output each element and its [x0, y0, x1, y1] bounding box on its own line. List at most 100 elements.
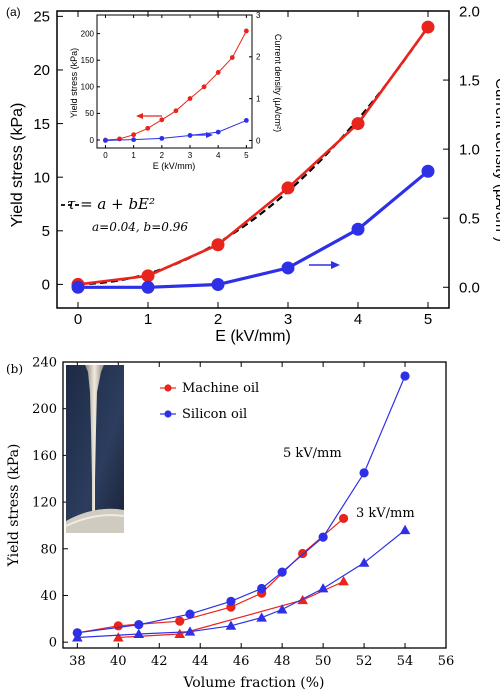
data-point: [351, 222, 365, 236]
legend-marker-machine-oil: [164, 384, 172, 392]
y-tick-label: 1.0: [459, 141, 480, 158]
data-point: [281, 181, 295, 195]
panel-a-y-axis: 0 5 10 15 20 25: [33, 9, 63, 294]
panel-b: (b) 38 40 42 44 46 48 50 52 54 56 0 40 80 120 160 200 2…: [6, 356, 454, 691]
data-point: [338, 513, 349, 524]
inset-y-right-axis-label: Current density (µA/cm²): [273, 34, 283, 132]
data-point: [298, 548, 308, 559]
panel-b-legend: Machine oil Silicon oil: [160, 381, 259, 422]
inset-y-axis-label: Yield stress (kPa): [69, 48, 79, 118]
data-point: [400, 371, 410, 381]
inset-series: [103, 28, 249, 143]
legend-label-silicon-oil: Silicon oil: [182, 407, 247, 422]
data-point: [113, 621, 123, 631]
data-point: [317, 583, 329, 593]
x-tick-label: 52: [356, 654, 373, 669]
y-tick-label: 0.5: [459, 210, 480, 227]
data-point: [277, 567, 287, 577]
y-tick-label: 150: [81, 56, 95, 65]
panel-b-y-axis: 0 40 80 120 160 200 240: [32, 356, 68, 651]
y-tick-label: 100: [81, 83, 95, 92]
y-tick-label: 15: [33, 116, 50, 133]
inset-data-point: [131, 132, 137, 138]
data-point: [174, 628, 186, 638]
data-point: [134, 620, 144, 630]
y-tick-label: 20: [33, 62, 50, 79]
data-point: [71, 280, 85, 294]
inset-data-point: [215, 70, 221, 75]
data-point: [225, 620, 237, 630]
inset-y-right-axis: 0 1 2 3: [249, 11, 261, 145]
inset-data-point: [243, 117, 249, 123]
x-tick-label: 48: [274, 654, 291, 669]
panel-a-y-right-axis: 0.0 0.5 1.0 1.5 2.0: [443, 3, 480, 297]
legend-label-machine-oil: Machine oil: [182, 381, 259, 396]
legend-marker-silicon-oil: [164, 410, 172, 418]
x-tick-label: 1: [131, 151, 136, 160]
inset-data-point: [201, 84, 207, 90]
y-tick-label: 200: [32, 402, 57, 417]
panel-a-inset: 0 1 2 3 4 5 0 50 100 150 200 0 1 2 3 E (kV/mm) Yield…: [69, 11, 283, 171]
inset-frame: [96, 14, 253, 149]
panel-b-label: (b): [6, 362, 23, 376]
x-tick-label: 40: [110, 654, 127, 669]
x-tick-label: 4: [216, 151, 221, 160]
x-tick-label: 46: [233, 654, 250, 669]
y-tick-label: 40: [40, 589, 57, 604]
data-point: [276, 604, 288, 614]
inset-data-point: [159, 135, 165, 141]
panel-a-x-axis-label: E (kV/mm): [215, 328, 291, 345]
y-tick-label: 50: [85, 109, 94, 118]
data-point: [226, 596, 236, 606]
y-tick-label: 25: [33, 9, 50, 26]
panel-b-x-axis-label: Volume fraction (%): [182, 675, 324, 691]
data-point: [175, 616, 185, 626]
x-tick-label: 42: [151, 654, 168, 669]
x-tick-label: 0: [74, 311, 82, 328]
panel-b-x-axis: 38 40 42 44 46 48 50 52 54 56: [69, 362, 454, 669]
y-tick-label: 240: [32, 356, 57, 371]
inset-data-point: [215, 129, 221, 135]
panel-b-y-axis-label: Yield stress (kPa): [6, 444, 22, 568]
data-point: [351, 117, 365, 131]
x-tick-label: 1: [144, 311, 152, 328]
y-tick-label: 1: [256, 94, 261, 103]
data-point: [184, 626, 196, 636]
y-tick-label: 80: [40, 542, 57, 557]
y-tick-label: 0: [256, 136, 261, 145]
y-tick-label: 1.5: [459, 72, 480, 89]
inset-arrow-left: [136, 113, 162, 119]
data-point: [399, 524, 411, 535]
panel-a-y-axis-label: Yield stress (kPa): [9, 103, 26, 228]
annotation-5kv: 5 kV/mm: [283, 446, 342, 461]
y-tick-label: 0: [90, 136, 95, 145]
inset-data-point: [103, 138, 108, 143]
panel-b-series: [72, 371, 411, 642]
y-tick-label: 160: [32, 449, 57, 464]
inset-data-point: [243, 28, 249, 34]
y-tick-label: 0: [42, 277, 50, 294]
data-point: [211, 238, 225, 252]
x-tick-label: 4: [354, 311, 362, 328]
y-tick-label: 120: [32, 496, 57, 511]
inset-arrow-right: [192, 132, 213, 138]
data-point: [359, 468, 369, 478]
inset-y-axis: 0 50 100 150 200: [81, 29, 100, 145]
x-tick-label: 50: [315, 654, 332, 669]
y-tick-label: 3: [256, 11, 261, 20]
x-tick-label: 2: [214, 311, 222, 328]
y-tick-label: 5: [42, 223, 50, 240]
data-point: [421, 20, 435, 34]
data-point: [281, 261, 295, 275]
inset-data-point: [173, 108, 179, 114]
x-tick-label: 44: [192, 654, 209, 669]
panel-a-fit-equation: τ = a + bE²: [67, 195, 155, 213]
x-tick-label: 38: [69, 654, 86, 669]
x-tick-label: 2: [160, 151, 165, 160]
x-tick-label: 5: [424, 311, 432, 328]
y-tick-label: 0.0: [459, 280, 480, 297]
x-tick-label: 0: [103, 151, 108, 160]
x-tick-label: 3: [188, 151, 193, 160]
